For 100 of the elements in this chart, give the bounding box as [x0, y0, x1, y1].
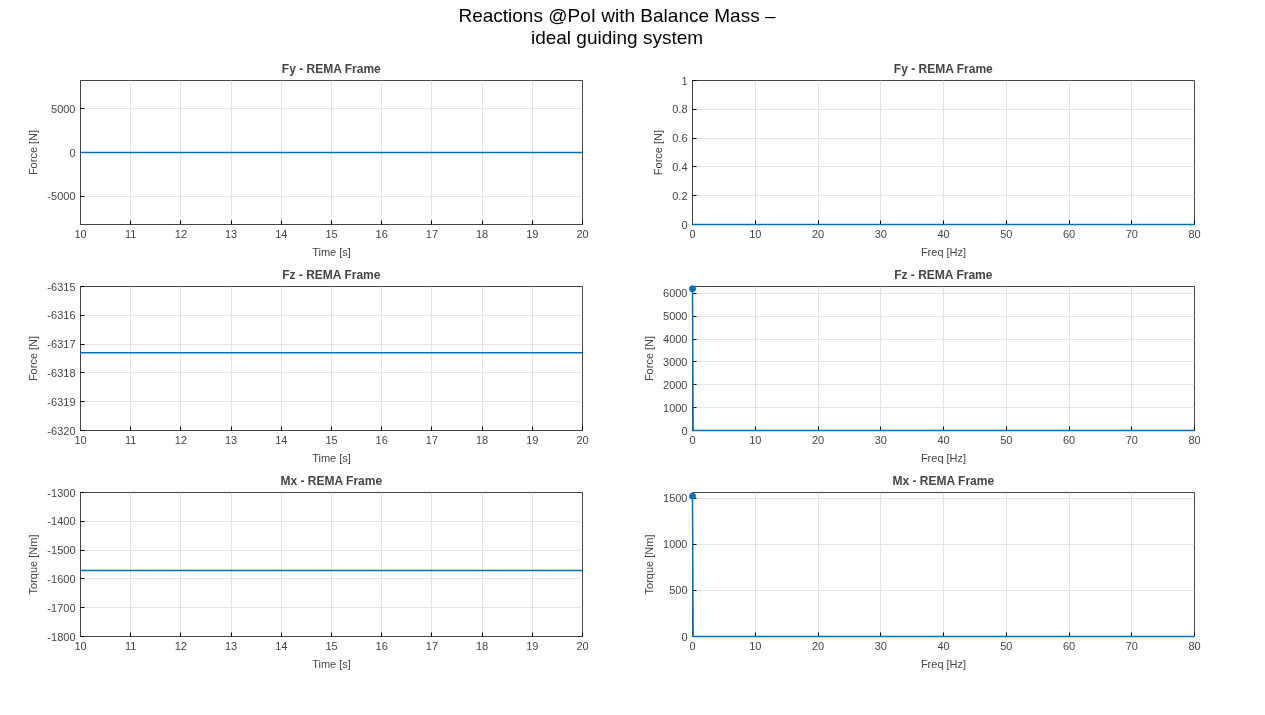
- x-tick-label: 16: [375, 639, 388, 652]
- y-tick-label: -1600: [47, 572, 76, 585]
- x-tick-label: 50: [1000, 639, 1013, 652]
- x-tick-label: 13: [224, 639, 238, 652]
- y-tick-label: 1000: [663, 538, 688, 551]
- y-tick-label: 1000: [663, 401, 688, 414]
- y-tick-label: -1400: [47, 515, 76, 528]
- y-axis-title: Force [N]: [643, 335, 656, 382]
- x-tick-label: 0: [689, 227, 696, 240]
- x-tick-label: 17: [425, 227, 439, 240]
- y-axis-title: Force [N]: [27, 335, 40, 382]
- x-tick-label: 70: [1125, 227, 1138, 240]
- x-tick-label: 60: [1062, 639, 1076, 652]
- x-tick-label: 30: [874, 227, 887, 240]
- x-tick-label: 80: [1188, 433, 1201, 446]
- x-axis-title: Time [s]: [312, 245, 351, 258]
- chart-title: Fz - REMA Frame: [894, 267, 993, 282]
- x-tick-label: 60: [1062, 433, 1076, 446]
- y-tick-label: 500: [669, 584, 688, 597]
- x-tick-label: 13: [224, 227, 238, 240]
- x-tick-label: 10: [749, 639, 762, 652]
- y-tick-label: -6316: [47, 309, 76, 322]
- x-tick-label: 10: [749, 433, 762, 446]
- chart-title: Fy - REMA Frame: [281, 61, 382, 76]
- x-tick-label: 16: [375, 433, 388, 446]
- y-tick-label: 5000: [663, 310, 688, 323]
- x-tick-label: 17: [425, 639, 439, 652]
- x-tick-label: 40: [937, 639, 950, 652]
- y-tick-label: -6315: [47, 280, 76, 293]
- x-tick-label: 50: [1000, 227, 1013, 240]
- y-axis-title: Torque [Nm]: [27, 534, 40, 595]
- x-tick-label: 19: [526, 433, 539, 446]
- y-tick-label: 0: [681, 424, 688, 437]
- x-tick-label: 20: [576, 227, 589, 240]
- y-tick-label: 0.8: [672, 103, 688, 116]
- x-tick-label: 15: [325, 227, 338, 240]
- x-tick-label: 18: [475, 433, 489, 446]
- x-tick-label: 0: [689, 433, 696, 446]
- y-tick-label: 0.2: [672, 189, 688, 202]
- x-tick-label: 11: [124, 639, 137, 652]
- chart-title: Fz - REMA Frame: [282, 267, 381, 282]
- y-tick-label: 6000: [663, 287, 688, 300]
- x-tick-label: 19: [526, 639, 539, 652]
- y-tick-label: -5000: [47, 190, 76, 203]
- y-tick-label: -6320: [47, 424, 76, 437]
- x-tick-label: 50: [1000, 433, 1013, 446]
- chart-title: Mx - REMA Frame: [280, 473, 383, 488]
- y-axis-title: Force [N]: [27, 129, 40, 176]
- x-tick-label: 14: [275, 227, 288, 240]
- chart-title: Fy - REMA Frame: [893, 61, 994, 76]
- x-tick-label: 40: [937, 433, 950, 446]
- x-tick-label: 18: [475, 227, 489, 240]
- x-tick-label: 15: [325, 639, 338, 652]
- y-axis-title: Force [N]: [652, 129, 665, 176]
- y-tick-label: -6318: [47, 366, 76, 379]
- y-tick-label: 1500: [663, 492, 688, 505]
- x-tick-label: 18: [475, 639, 489, 652]
- y-tick-label: -6319: [47, 395, 76, 408]
- y-tick-label: 4000: [663, 333, 688, 346]
- y-tick-label: -1800: [47, 630, 76, 643]
- y-tick-label: 3000: [663, 355, 688, 368]
- x-tick-label: 12: [174, 227, 188, 240]
- x-tick-label: 20: [811, 227, 825, 240]
- x-tick-label: 15: [325, 433, 338, 446]
- y-tick-label: 0.6: [672, 132, 688, 145]
- x-tick-label: 80: [1188, 639, 1201, 652]
- x-axis-title: Freq [Hz]: [920, 245, 967, 258]
- x-tick-label: 20: [576, 639, 589, 652]
- y-tick-label: -6317: [47, 338, 76, 351]
- text: Reactions @PoI with Balance Mass – ideal guiding system: [458, 5, 776, 49]
- x-tick-label: 14: [275, 433, 288, 446]
- x-tick-label: 10: [74, 639, 87, 652]
- y-tick-label: 0.4: [672, 160, 688, 173]
- y-tick-label: -1700: [47, 601, 76, 614]
- x-tick-label: 20: [811, 433, 825, 446]
- x-tick-label: 16: [375, 227, 388, 240]
- x-tick-label: 20: [576, 433, 589, 446]
- x-tick-label: 70: [1125, 433, 1138, 446]
- x-tick-label: 30: [874, 433, 887, 446]
- x-tick-label: 70: [1125, 639, 1138, 652]
- x-tick-label: 17: [425, 433, 439, 446]
- chart-title: Mx - REMA Frame: [892, 473, 995, 488]
- x-tick-label: 12: [174, 433, 188, 446]
- y-tick-label: 0: [681, 218, 688, 231]
- y-tick-label: 0: [69, 146, 76, 159]
- x-tick-label: 80: [1188, 227, 1201, 240]
- x-tick-label: 11: [124, 433, 137, 446]
- y-tick-label: 2000: [663, 378, 688, 391]
- x-tick-label: 40: [937, 227, 950, 240]
- x-tick-label: 60: [1062, 227, 1076, 240]
- x-tick-label: 13: [224, 433, 238, 446]
- x-tick-label: 19: [526, 227, 539, 240]
- x-tick-label: 10: [749, 227, 762, 240]
- y-tick-label: 5000: [51, 102, 76, 115]
- x-axis-title: Time [s]: [312, 657, 351, 670]
- x-tick-label: 0: [689, 639, 696, 652]
- x-axis-title: Time [s]: [312, 451, 351, 464]
- x-axis-title: Freq [Hz]: [920, 657, 967, 670]
- x-tick-label: 30: [874, 639, 887, 652]
- x-tick-label: 10: [74, 433, 87, 446]
